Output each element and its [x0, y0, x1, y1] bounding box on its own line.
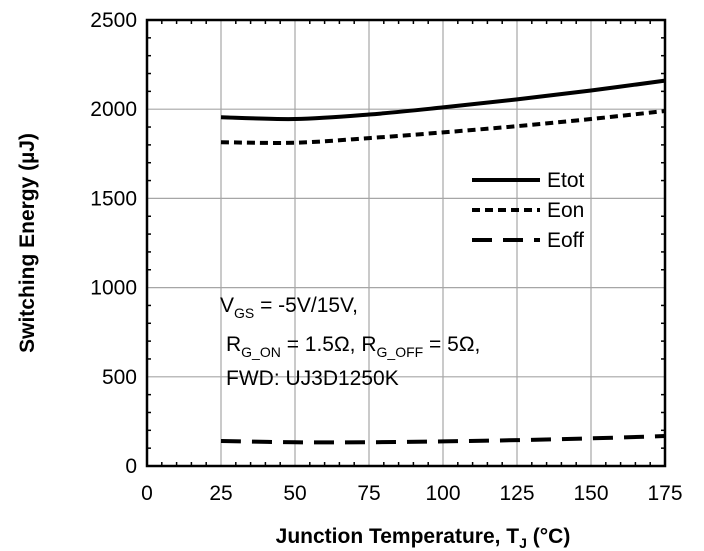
- y-tick-label-3: 1500: [90, 187, 137, 210]
- annotation-line-1: VGS = -5V/15V,: [220, 294, 358, 321]
- minor-ticks: [147, 20, 665, 466]
- grid: [147, 20, 665, 466]
- legend: Etot Eon Eoff: [472, 169, 585, 252]
- x-tick-label-4: 100: [425, 482, 460, 505]
- y-tick-label-5: 2500: [90, 9, 137, 32]
- y-axis-title: Switching Energy (µJ): [16, 133, 39, 353]
- legend-label-eon: Eon: [547, 199, 584, 222]
- x-tick-label-3: 75: [357, 482, 380, 505]
- x-tick-label-7: 175: [647, 482, 682, 505]
- legend-label-eoff: Eoff: [547, 229, 584, 252]
- plot-area-frame: [145, 18, 667, 468]
- y-tick-label-1: 500: [102, 366, 137, 389]
- series-line-eon: [220, 108, 666, 145]
- y-tick-label-4: 2000: [90, 98, 137, 121]
- y-tick-label-0: 0: [125, 455, 137, 478]
- legend-label-etot: Etot: [547, 169, 585, 192]
- x-tick-label-0: 0: [141, 482, 153, 505]
- x-tick-labels: 0 25 50 75 100 125 150 175: [141, 482, 682, 505]
- x-axis-title: Junction Temperature, TJ (°C): [276, 525, 571, 551]
- x-tick-label-6: 150: [573, 482, 608, 505]
- annotation-line-3: FWD: UJ3D1250K: [226, 367, 399, 390]
- series-lines: [220, 78, 666, 445]
- conditions-annotation: VGS = -5V/15V, RG_ON = 1.5Ω, RG_OFF = 5Ω…: [220, 294, 480, 390]
- series-line-eoff: [220, 434, 666, 445]
- x-tick-label-2: 50: [283, 482, 306, 505]
- x-tick-label-5: 125: [499, 482, 534, 505]
- y-tick-labels: 0 500 1000 1500 2000 2500: [90, 9, 137, 478]
- y-tick-label-2: 1000: [90, 277, 137, 300]
- series-line-etot: [220, 78, 666, 122]
- annotation-line-2: RG_ON = 1.5Ω, RG_OFF = 5Ω,: [226, 333, 480, 360]
- x-tick-label-1: 25: [209, 482, 232, 505]
